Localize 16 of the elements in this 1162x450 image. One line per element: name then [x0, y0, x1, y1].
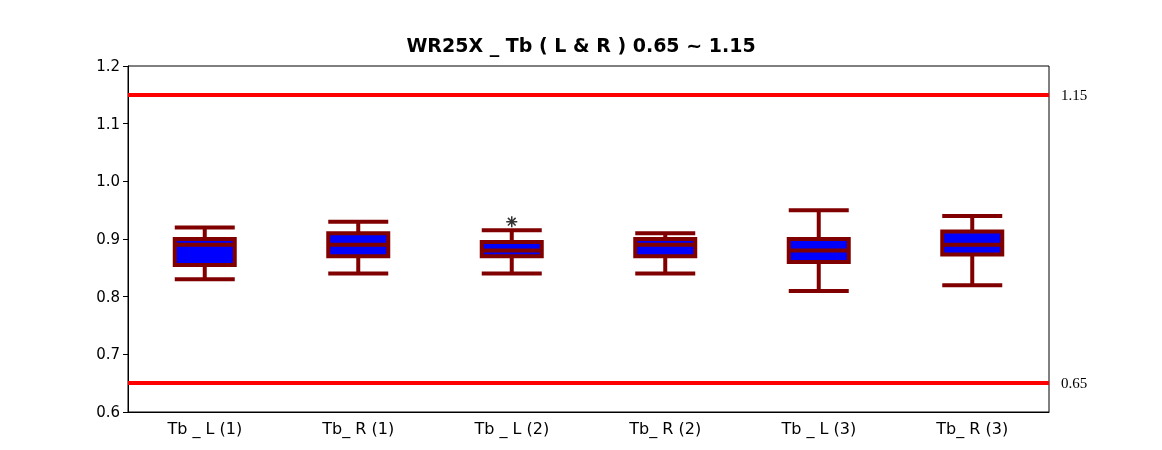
y-tick-label: 1.2: [96, 57, 120, 75]
x-tick-label: Tb_ R (3): [935, 418, 1009, 439]
x-tick-label: Tb _ L (2): [473, 418, 550, 439]
y-tick-label: 1.0: [96, 172, 120, 191]
y-tick-label: 0.9: [96, 230, 120, 248]
x-tick-label: Tb _ L (3): [780, 418, 857, 439]
ref-line-label: 1.15: [1061, 86, 1088, 103]
x-tick-label: Tb_ R (2): [628, 418, 702, 439]
y-tick-label: 0.8: [96, 287, 120, 306]
x-tick-label: Tb _ L (1): [166, 418, 243, 439]
ref-line-label: 0.65: [1061, 375, 1088, 392]
y-tick-label: 0.7: [96, 345, 120, 364]
chart-title: WR25X _ Tb ( L & R ) 0.65 ~ 1.15: [406, 33, 756, 57]
y-tick-label: 1.1: [96, 114, 120, 133]
x-tick-label: Tb_ R (1): [321, 418, 395, 439]
y-tick-label: 0.6: [96, 403, 120, 421]
